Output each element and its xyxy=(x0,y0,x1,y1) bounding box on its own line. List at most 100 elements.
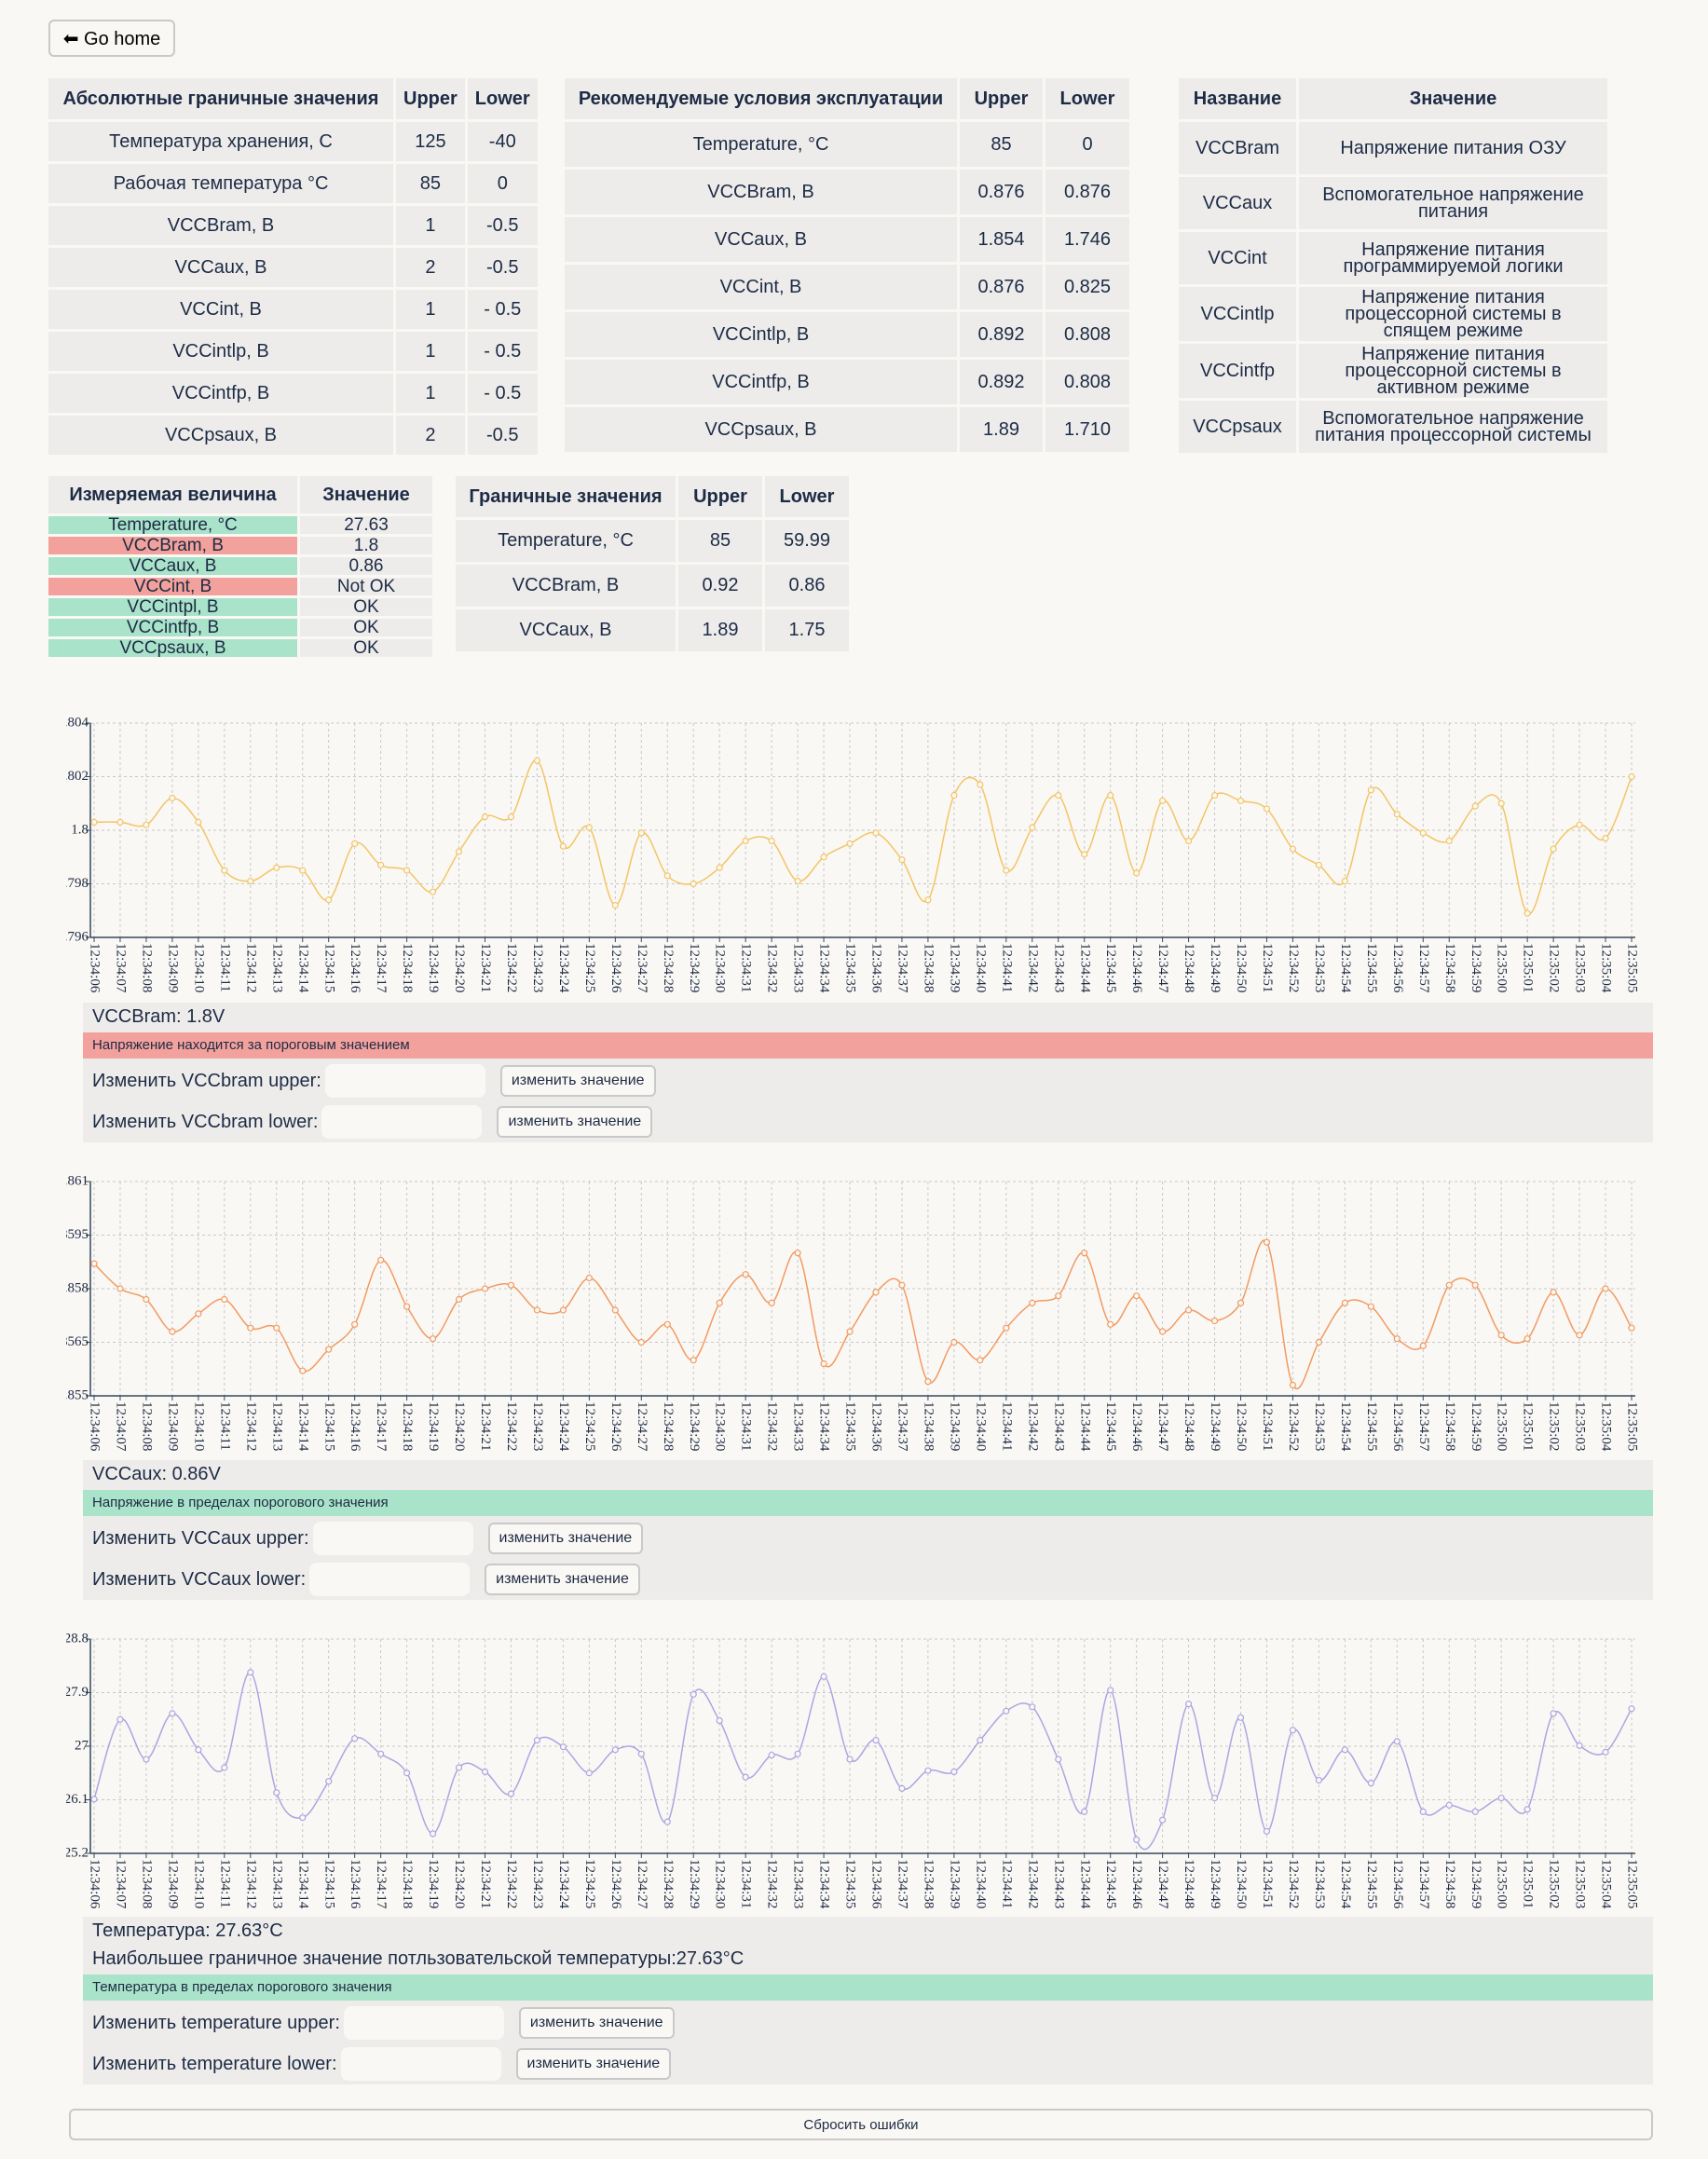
x-tick-label: 12:34:45 xyxy=(1103,1859,1118,1908)
point xyxy=(533,1306,541,1314)
x-tick-label: 12:34:53 xyxy=(1312,1401,1327,1451)
x-tick-label: 12:35:02 xyxy=(1547,1859,1562,1908)
value-input[interactable] xyxy=(321,1105,483,1139)
header-cell: Lower xyxy=(467,78,538,119)
change-button[interactable]: изменить значение xyxy=(499,1065,656,1097)
table-cell: 0.825 xyxy=(1045,265,1129,309)
table-row: VCCpsaux, В OK xyxy=(48,639,432,657)
table-cell: -0.5 xyxy=(467,416,538,455)
point xyxy=(1159,797,1167,804)
table-row: VCCaux, В 0.86 xyxy=(48,557,432,575)
value-input[interactable] xyxy=(309,1563,471,1596)
point xyxy=(898,1281,906,1289)
x-tick-label: 12:34:31 xyxy=(739,943,754,992)
control-label: Изменить temperature lower: xyxy=(92,2053,337,2074)
point xyxy=(1602,1748,1609,1756)
line xyxy=(93,1239,1633,1389)
value-input[interactable] xyxy=(312,1522,473,1555)
table-cell: OK xyxy=(300,598,432,616)
table-cell: 85 xyxy=(396,164,465,203)
x-tick-label: 12:34:52 xyxy=(1286,1401,1301,1451)
x-tick-label: 12:34:35 xyxy=(843,943,858,992)
x-tick-label: 12:34:58 xyxy=(1442,943,1457,992)
header-cell: Upper xyxy=(960,78,1043,119)
point xyxy=(1003,1707,1010,1715)
x-tick-label: 12:34:26 xyxy=(608,943,623,993)
x-tick-label: 12:34:43 xyxy=(1051,1859,1066,1908)
table-cell: Temperature, °C xyxy=(48,516,297,534)
table-cell: Напряжение питания программируемой логик… xyxy=(1299,232,1607,284)
chart: 1.796 1.798 1.8 1.802 1.804 12:34:06 12:34:07 1… xyxy=(66,715,1640,993)
x-tick-label: 12:34:22 xyxy=(504,943,519,992)
x-tick-label: 12:34:18 xyxy=(400,1401,415,1451)
x-tick-label: 12:34:38 xyxy=(921,943,936,992)
point xyxy=(403,867,411,874)
point xyxy=(1576,1332,1583,1339)
x-tick-label: 12:34:32 xyxy=(765,1401,780,1451)
change-button[interactable]: изменить значение xyxy=(487,1523,644,1554)
point xyxy=(455,848,463,855)
table-cell: Напряжение питания процессорной системы … xyxy=(1299,287,1607,341)
value-input[interactable] xyxy=(343,2006,504,2040)
point xyxy=(977,781,984,788)
point xyxy=(1419,1342,1427,1349)
point xyxy=(1107,1320,1114,1328)
reset-button[interactable]: Сбросить ошибки xyxy=(69,2109,1653,2140)
go-home-button[interactable]: ⬅ Go home xyxy=(48,20,175,57)
x-tick-label: 12:34:51 xyxy=(1260,1401,1275,1451)
header-row: Измеряемая величина Значение xyxy=(48,476,432,513)
point xyxy=(559,842,567,850)
change-button[interactable]: изменить значение xyxy=(515,2048,672,2080)
x-tick-label: 12:34:54 xyxy=(1338,1401,1353,1452)
point xyxy=(872,1737,880,1744)
x-tick-label: 12:34:14 xyxy=(295,1401,310,1452)
change-button[interactable]: изменить значение xyxy=(518,2007,675,2039)
point xyxy=(950,1338,958,1346)
x-tick-label: 12:34:11 xyxy=(217,943,232,992)
point xyxy=(1341,878,1348,885)
point xyxy=(820,1673,827,1680)
point xyxy=(1029,1299,1036,1306)
x-tick-label: 12:34:19 xyxy=(426,1401,441,1451)
control-row: Изменить temperature lower: изменить знач… xyxy=(83,2043,1653,2084)
x-tick-label: 12:34:29 xyxy=(687,943,702,992)
y-tick-label: 0.855 xyxy=(66,1387,89,1402)
x-tick-label: 12:34:33 xyxy=(791,1859,806,1908)
control-label: Изменить VCCaux lower: xyxy=(92,1568,307,1590)
x-tick-label: 12:34:40 xyxy=(973,1859,988,1908)
point xyxy=(1263,805,1271,813)
change-button[interactable]: изменить значение xyxy=(497,1106,653,1138)
x-tick-label: 12:34:27 xyxy=(635,1859,649,1909)
point xyxy=(924,1767,932,1774)
point xyxy=(195,1310,202,1318)
change-button[interactable]: изменить значение xyxy=(485,1564,640,1595)
x-tick-label: 12:34:18 xyxy=(400,943,415,992)
table-cell: - 0.5 xyxy=(467,332,538,371)
x-tick-label: 12:34:54 xyxy=(1338,1859,1353,1909)
point xyxy=(325,1346,333,1353)
point xyxy=(1107,792,1114,799)
table-cell: -40 xyxy=(467,122,538,161)
recommended-table: Рекомендуемые условия эксплуатации Upper L… xyxy=(562,75,1132,455)
point xyxy=(1029,1703,1036,1711)
table-cell: VCCint xyxy=(1179,232,1296,284)
point xyxy=(1550,1710,1557,1717)
header-cell: Название xyxy=(1179,78,1296,119)
table-row: VCCintfp, В 0.892 0.808 xyxy=(565,360,1129,404)
header-row: Рекомендуемые условия эксплуатации Upper L… xyxy=(565,78,1129,119)
table-cell: VCCBram, В xyxy=(48,206,393,245)
x-tick-label: 12:34:24 xyxy=(556,1859,571,1909)
value-input[interactable] xyxy=(340,2047,501,2081)
value-input[interactable] xyxy=(324,1064,485,1098)
point xyxy=(846,840,854,847)
point xyxy=(1003,1324,1010,1332)
x-tick-label: 12:34:24 xyxy=(556,1401,571,1452)
table-row: VCCaux Вспомогательное напряжение питания xyxy=(1179,177,1607,229)
point xyxy=(977,1357,984,1364)
table-row: VCCBram, В 0.92 0.86 xyxy=(456,565,849,607)
status-panel: VCCaux: 0.86V Напряжение в пределах порог… xyxy=(83,1460,1653,1600)
x-tick-label: 12:34:36 xyxy=(869,1401,884,1452)
x-tick-label: 12:34:10 xyxy=(191,1401,206,1451)
x-tick-label: 12:34:25 xyxy=(582,1401,597,1451)
